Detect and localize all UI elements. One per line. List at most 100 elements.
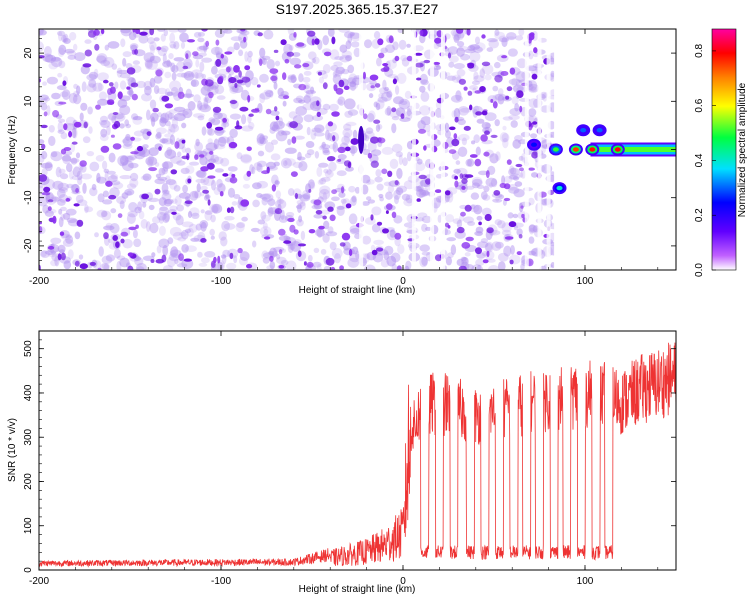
x-tick-label: -200	[29, 276, 49, 287]
heatmap-speckle	[288, 111, 298, 119]
heatmap-blob	[131, 93, 138, 101]
heatmap-blob	[289, 121, 298, 129]
heatmap-speckle	[106, 170, 116, 175]
heatmap-speckle	[257, 219, 266, 225]
heatmap-speckle	[384, 86, 389, 92]
heatmap-speckle	[321, 176, 331, 182]
heatmap-speckle	[278, 198, 284, 205]
heatmap-speckle	[320, 248, 327, 255]
heatmap-speckle	[406, 151, 412, 162]
heatmap-speckle	[144, 58, 153, 68]
heatmap-speckle	[211, 179, 216, 191]
heatmap-blob	[454, 116, 459, 123]
heatmap-speckle	[337, 154, 347, 160]
heatmap-speckle	[514, 181, 523, 187]
heatmap-speckle	[314, 228, 326, 237]
heatmap-speckle	[119, 73, 131, 79]
heatmap-speckle	[65, 208, 77, 216]
heatmap-speckle	[469, 85, 479, 90]
heatmap-speckle	[303, 114, 314, 123]
heatmap-speckle	[277, 87, 284, 97]
heatmap-speckle	[261, 57, 267, 65]
heatmap-speckle	[201, 257, 210, 264]
heatmap-speckle	[162, 53, 167, 64]
heatmap-speckle	[200, 209, 205, 214]
heatmap-speckle	[133, 130, 144, 137]
heatmap-speckle	[167, 237, 174, 245]
heatmap-speckle	[376, 57, 382, 67]
heatmap-blob	[331, 36, 336, 45]
heatmap-speckle	[52, 180, 64, 190]
heatmap-blob	[490, 98, 494, 103]
heatmap-speckle	[367, 179, 375, 185]
heatmap-speckle	[364, 39, 372, 49]
heatmap-speckle	[485, 241, 494, 253]
heatmap-speckle	[69, 31, 77, 41]
heatmap-speckle	[227, 166, 238, 172]
heatmap-speckle	[203, 177, 215, 186]
heatmap-speckle	[477, 264, 482, 270]
heatmap-speckle	[502, 137, 509, 149]
heatmap-speckle	[199, 156, 208, 166]
heatmap-speckle	[167, 129, 172, 134]
heatmap-speckle	[188, 223, 198, 233]
x-tick-label: -100	[211, 576, 231, 587]
heatmap-speckle	[82, 136, 91, 144]
heatmap-speckle	[308, 179, 315, 189]
heatmap-blob	[478, 221, 482, 226]
heatmap-speckle	[106, 125, 111, 136]
heatmap-speckle	[200, 176, 210, 186]
heatmap-speckle	[76, 85, 81, 95]
heatmap-speckle	[209, 228, 215, 236]
heatmap-speckle	[210, 118, 221, 126]
heatmap-speckle	[199, 104, 211, 113]
heatmap-speckle	[158, 167, 166, 176]
heatmap-speckle	[56, 188, 66, 198]
heatmap-blob	[83, 121, 88, 129]
heatmap-speckle	[251, 166, 256, 175]
heatmap-speckle	[189, 207, 200, 217]
heatmap-speckle	[149, 41, 157, 51]
heatmap-speckle	[269, 127, 276, 134]
heatmap-blob	[396, 265, 402, 270]
heatmap-speckle	[151, 116, 156, 127]
heatmap-speckle	[40, 151, 48, 160]
heatmap-blob	[400, 113, 405, 119]
heatmap-speckle	[298, 99, 306, 104]
heatmap-speckle	[497, 88, 504, 96]
heatmap-speckle	[126, 213, 136, 225]
heatmap-speckle	[173, 113, 186, 122]
heatmap-speckle	[55, 166, 62, 178]
heatmap-blob	[348, 248, 353, 257]
heatmap-blob	[158, 146, 162, 151]
heatmap-speckle	[344, 110, 353, 118]
x-tick-label: -200	[29, 576, 49, 587]
heatmap-speckle	[304, 153, 312, 159]
heatmap-speckle	[371, 206, 382, 216]
heatmap-blob	[229, 206, 235, 214]
heatmap-speckle	[173, 185, 181, 192]
heatmap-blob	[481, 61, 491, 67]
heatmap-speckle	[57, 121, 64, 133]
heatmap-speckle	[345, 40, 352, 50]
heatmap-speckle	[169, 41, 177, 49]
heatmap-speckle	[168, 53, 174, 60]
heatmap-speckle	[179, 232, 187, 237]
heatmap-speckle	[287, 138, 292, 146]
heatmap-speckle	[236, 222, 246, 229]
heatmap-blob	[376, 221, 383, 226]
heatmap-speckle	[92, 82, 104, 92]
heatmap-speckle	[457, 146, 468, 157]
heatmap-blob	[192, 51, 199, 57]
heatmap-speckle	[458, 133, 470, 142]
heatmap-speckle	[530, 86, 537, 93]
heatmap-speckle	[136, 80, 147, 89]
heatmap-speckle	[159, 118, 168, 124]
heatmap-speckle	[188, 161, 200, 166]
heatmap-speckle	[367, 141, 377, 152]
heatmap-speckle	[375, 102, 381, 111]
heatmap-blob	[303, 261, 307, 266]
heatmap-blob	[164, 103, 174, 109]
heatmap-speckle	[160, 45, 169, 52]
y-tick-label: 400	[23, 384, 34, 401]
